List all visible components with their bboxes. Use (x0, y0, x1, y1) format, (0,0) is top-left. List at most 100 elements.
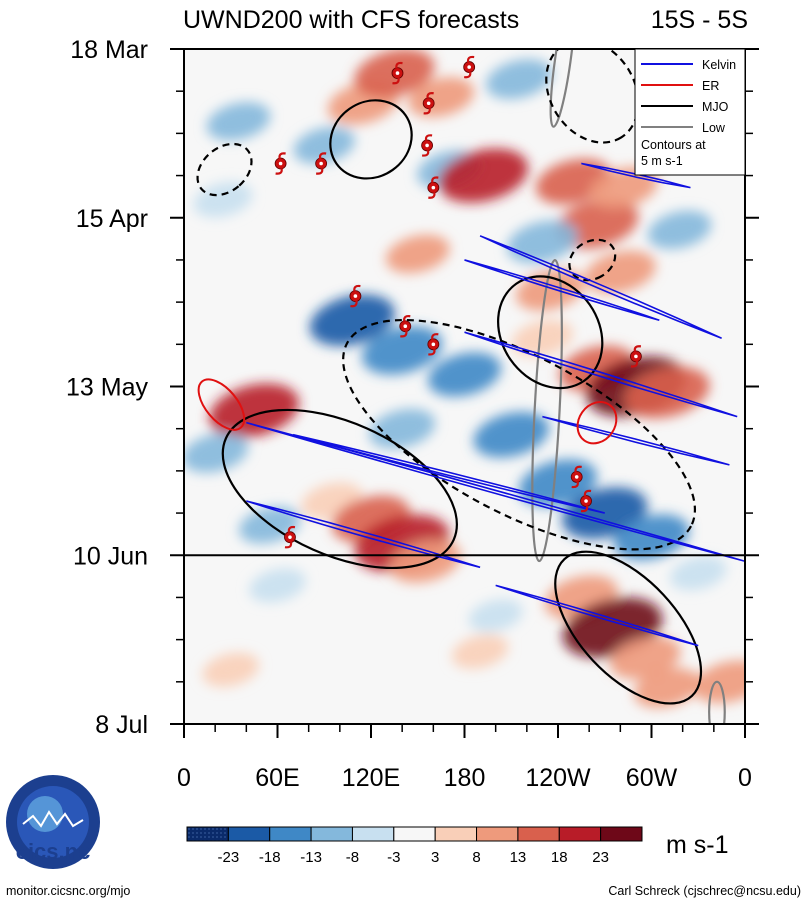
low-contour-2 (708, 680, 726, 724)
footer-url[interactable]: monitor.cicsnc.org/mjo (6, 884, 131, 898)
anomaly-blob-25 (209, 383, 300, 438)
tc-eye (288, 535, 292, 539)
kelvin-contour-4 (246, 421, 745, 563)
tc-arm-bottom (400, 331, 408, 338)
x-tick-label: 60E (255, 764, 299, 792)
legend-note-line2: 5 m s-1 (641, 154, 683, 168)
colorbar-label: 3 (431, 849, 439, 866)
colorbar-swatch-2 (269, 826, 312, 842)
anomaly-blob-28 (473, 411, 550, 458)
tc-arm-bottom (571, 481, 579, 489)
tropical-cyclone-icon-4 (274, 152, 287, 175)
colorbar-swatch-5 (393, 826, 436, 842)
kelvin-contour-5 (292, 433, 605, 514)
colorbar-label: 13 (510, 849, 527, 866)
colorbar-swatch-10 (600, 826, 643, 842)
tc-arm-bottom (630, 361, 639, 368)
anomaly-blob-46 (669, 556, 727, 591)
tc-arm-bottom (315, 168, 324, 175)
x-tick-label: 120W (525, 764, 591, 792)
kelvin-contour-3 (464, 331, 738, 418)
mjo-contour-4 (497, 275, 604, 390)
anomaly-blob-44 (468, 599, 523, 632)
tc-arm-top (353, 284, 361, 292)
tc-eye (395, 71, 400, 75)
anomaly-blob-18 (309, 294, 395, 346)
tropical-cyclone-icon-5 (315, 152, 328, 175)
tc-arm-bottom (580, 505, 589, 513)
kelvin-contour-7 (246, 500, 481, 569)
anomaly-blob-3 (485, 59, 553, 100)
logo-text: cics.nc (16, 839, 91, 864)
anomaly-blob-21 (511, 319, 574, 357)
colorbar-swatch-4 (351, 826, 395, 842)
anomaly-blob-8 (438, 148, 529, 203)
tc-eye (426, 101, 431, 106)
legend: Kelvin ER MJO Low Contours at 5 m s-1 (634, 48, 746, 176)
tc-arm-bottom (428, 349, 436, 356)
mjo-contour-2 (196, 142, 253, 197)
mjo-contour-0 (545, 49, 640, 144)
tc-arm-bottom (275, 168, 283, 175)
tropical-cyclone-icon-3 (421, 134, 434, 157)
low-contour-0 (549, 49, 576, 128)
colorbar-swatch-1 (227, 826, 271, 842)
tropical-cyclone-icon-9 (427, 333, 440, 356)
anomaly-blob-5 (206, 102, 271, 141)
tc-arm-top (466, 55, 475, 63)
colorbar-label: -3 (387, 849, 400, 866)
colorbar-swatch-9 (558, 826, 602, 842)
mjo-contour-6 (221, 408, 458, 570)
low-contours (531, 49, 726, 724)
legend-label-mjo: MJO (702, 100, 729, 114)
tc-arm-bottom (392, 77, 400, 85)
tc-eye (467, 65, 471, 69)
tropical-cyclone-icon-0 (391, 61, 404, 85)
tc-arm-top (583, 489, 592, 497)
tc-arm-top (574, 465, 582, 473)
tc-eye (574, 475, 579, 479)
colorbar-label: -13 (300, 849, 322, 866)
y-tick-label: 15 Apr (76, 205, 148, 233)
tc-eye (353, 294, 358, 298)
anomaly-blob-6 (293, 126, 355, 164)
mjo-contour-7 (554, 550, 703, 705)
colorbar-swatch-7 (476, 826, 519, 842)
anomaly-blob-42 (202, 652, 260, 687)
colorbar-swatch-6 (434, 826, 478, 842)
tc-arm-top (424, 134, 433, 141)
tc-eye (403, 324, 408, 329)
colorbar-label: -18 (259, 849, 281, 866)
x-tick-label: 120E (342, 764, 400, 792)
kelvin-contour-8 (495, 584, 699, 647)
y-tick-label: 8 Jul (95, 711, 148, 739)
tc-arm-top (431, 333, 439, 340)
colorbar-label: -8 (346, 849, 359, 866)
tc-arm-top (278, 152, 286, 159)
er-contour-0 (197, 378, 246, 431)
tropical-cyclone-icon-7 (349, 284, 362, 308)
y-axis: 18 Mar 15 Apr 13 May 10 Jun 8 Jul (66, 36, 759, 739)
kelvin-contours (246, 162, 745, 647)
tc-arm-top (431, 176, 439, 183)
logo-globe-light (27, 796, 63, 832)
anomaly-blob-43 (451, 634, 509, 669)
anomaly-blob-15 (385, 234, 450, 274)
anomaly-blob-20 (427, 352, 502, 397)
er-contour-1 (576, 400, 618, 445)
kelvin-contour-1 (464, 259, 660, 321)
anomaly-blob-12 (193, 181, 253, 218)
tc-arm-bottom (284, 541, 293, 549)
tc-eye (634, 354, 638, 359)
tropical-cyclone-icon-8 (399, 314, 412, 338)
mjo-contour-5 (342, 318, 697, 551)
tc-arm-top (318, 152, 327, 159)
colorbar-swatch-8 (517, 826, 560, 842)
anomaly-blob-40 (634, 667, 701, 708)
tc-eye (425, 143, 429, 148)
kelvin-contour-6 (542, 415, 730, 466)
y-tick-label: 10 Jun (73, 542, 148, 570)
chart-title: UWND200 with CFS forecasts (183, 6, 519, 34)
tc-arm-bottom (421, 150, 430, 157)
